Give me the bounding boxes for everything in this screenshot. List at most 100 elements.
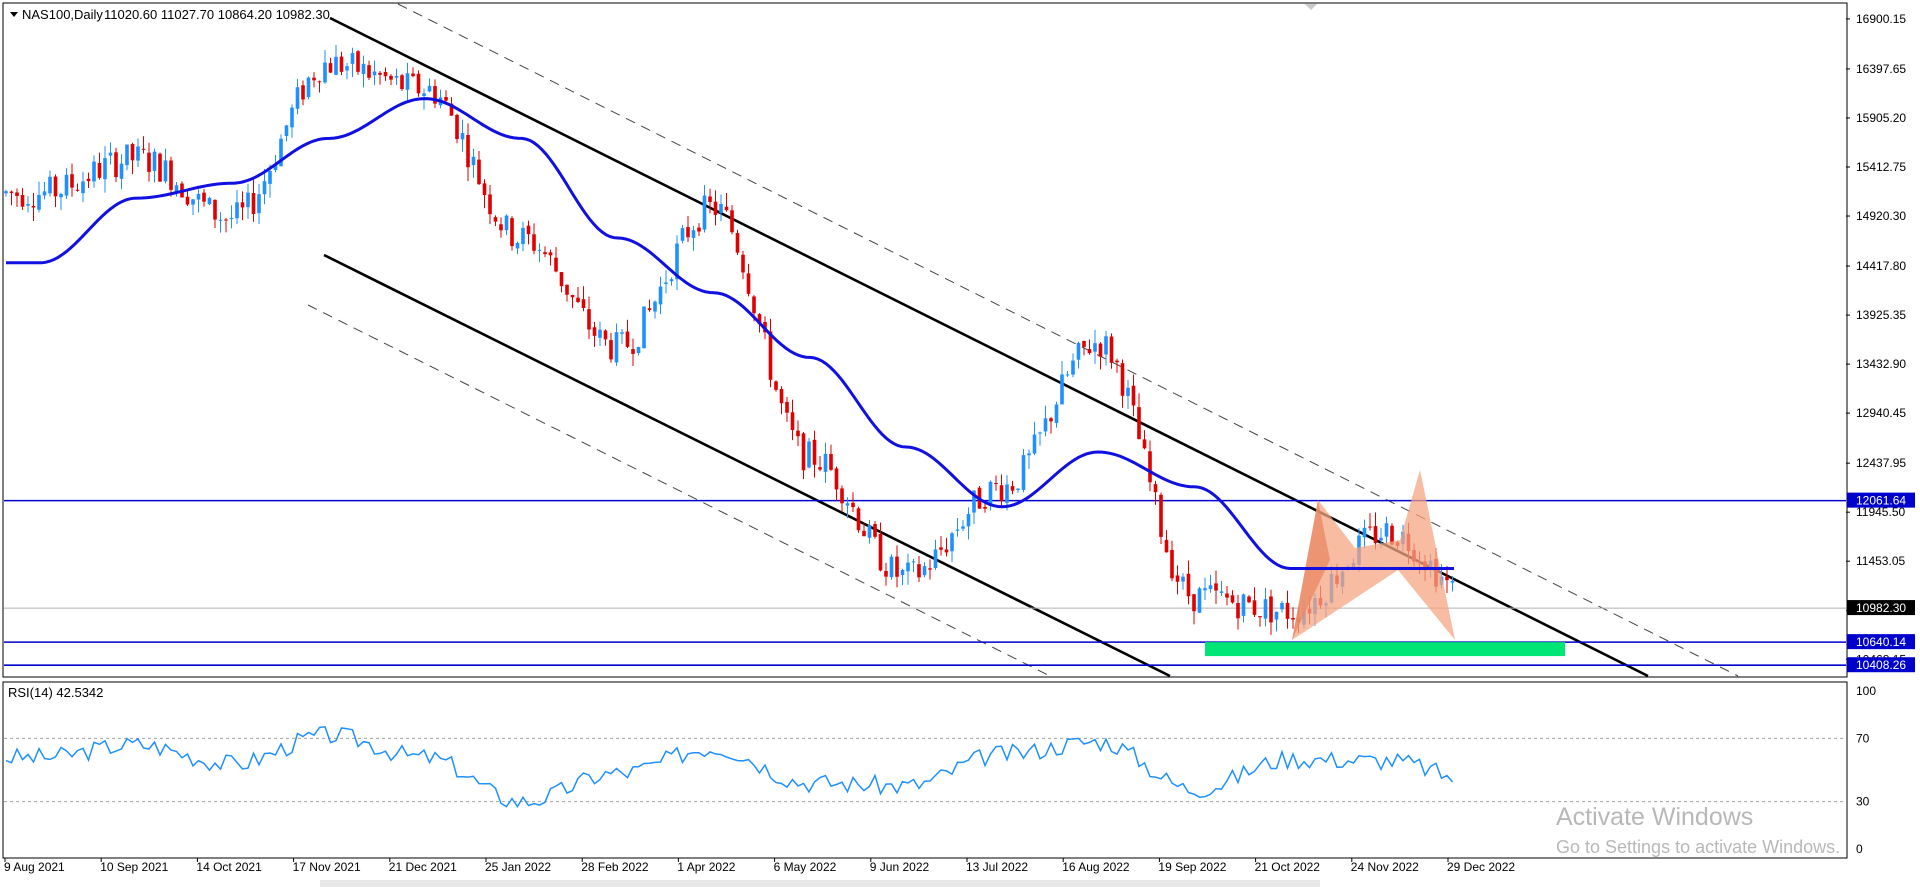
candle-body [796, 430, 800, 437]
main-panel-frame [2, 2, 1848, 678]
candle-body [625, 331, 630, 347]
candle-body [229, 218, 234, 220]
rsi-label: RSI(14) 42.5342 [8, 685, 103, 700]
candle-body [603, 330, 608, 340]
candle-body [251, 192, 256, 214]
candle-body [262, 181, 267, 195]
support-zone-rect[interactable] [1205, 642, 1565, 657]
candle-body [191, 199, 195, 205]
candle-body [653, 301, 657, 312]
candle-body [576, 297, 580, 303]
candle-body [1076, 342, 1081, 360]
candle-body [64, 174, 69, 196]
candle-body [702, 195, 707, 230]
candle-body [477, 159, 481, 185]
candle-body [103, 158, 107, 180]
candle-body [136, 146, 140, 161]
candle-body [306, 77, 311, 98]
candle-body [97, 163, 102, 178]
candle-body [70, 174, 74, 188]
channel-lower-line[interactable] [323, 253, 1171, 678]
candle-body [966, 513, 971, 527]
candle-body [1082, 340, 1086, 347]
candle-body [86, 178, 91, 182]
candle-body [554, 257, 558, 272]
candle-body [950, 533, 954, 552]
moving-average-line [6, 97, 1454, 570]
candle-body [559, 272, 564, 287]
candle-body [1280, 602, 1284, 610]
candle-body [983, 506, 987, 509]
horizontal-scrollbar[interactable] [320, 880, 1320, 887]
candle-body [911, 561, 916, 563]
candle-body [1285, 602, 1290, 619]
support-zone-layer[interactable] [1205, 642, 1565, 657]
scroll-marker-icon[interactable] [1305, 4, 1317, 10]
channel-outer-upper-line[interactable] [397, 3, 1739, 677]
x-tick-label: 10 Sep 2021 [100, 860, 168, 874]
candle-body [1252, 600, 1257, 615]
candle-body [246, 192, 250, 208]
candle-body [1115, 360, 1119, 363]
pattern-triangle-bcd[interactable] [1355, 470, 1455, 640]
rsi-tick-label: 0 [1856, 842, 1863, 856]
candle-body [1120, 363, 1125, 396]
candle-body [598, 329, 602, 338]
candle-body [774, 381, 778, 390]
channel-outer-lower-line[interactable] [307, 304, 1051, 677]
rsi-layer [4, 725, 1846, 808]
y-tick-label: 16397.65 [1856, 62, 1906, 76]
candle-body [268, 171, 272, 184]
candle-body [708, 196, 712, 203]
candle-body [295, 87, 300, 109]
rsi-tick-label: 70 [1856, 731, 1870, 745]
price-level-lines[interactable] [4, 499, 1846, 667]
candle-body [1104, 336, 1108, 355]
candle-body [1005, 484, 1009, 503]
candle-body [658, 286, 663, 305]
candle-body [4, 191, 8, 194]
x-tick-label: 1 Apr 2022 [677, 860, 735, 874]
y-tick-label: 15905.20 [1856, 111, 1906, 125]
candle-body [592, 327, 597, 336]
candle-body [1098, 343, 1103, 357]
candle-body [130, 144, 135, 161]
candle-body [867, 524, 872, 538]
candle-body [1131, 385, 1136, 406]
candle-body [1038, 432, 1042, 434]
watermark-title: Activate Windows [1556, 803, 1754, 831]
candle-body [735, 233, 740, 253]
candle-body [1126, 387, 1130, 396]
candle-body [356, 51, 360, 72]
candle-body [372, 71, 377, 76]
x-tick-label: 19 Sep 2022 [1158, 860, 1226, 874]
candle-body [895, 556, 899, 577]
x-tick-label: 25 Jan 2022 [485, 860, 551, 874]
candle-body [823, 453, 828, 472]
candle-body [328, 63, 333, 73]
x-tick-label: 28 Feb 2022 [581, 860, 649, 874]
candle-body [961, 526, 965, 529]
candle-body [92, 161, 96, 182]
candle-body [537, 249, 542, 251]
candle-body [1219, 591, 1224, 593]
candle-body [999, 485, 1004, 502]
candle-body [1159, 494, 1163, 537]
candle-body [812, 439, 817, 465]
y-tick-label: 14417.80 [1856, 259, 1906, 273]
candle-body [669, 279, 674, 282]
candle-body [834, 468, 839, 490]
candle-body [851, 502, 855, 508]
candle-body [917, 564, 921, 578]
candle-body [532, 234, 536, 251]
time-axis[interactable]: 9 Aug 2021 10 Sep 2021 14 Oct 2021 17 Nov 2… [4, 858, 1515, 887]
price-level-tag-bg [1847, 492, 1915, 508]
price-level-tag-label: 10982.30 [1856, 601, 1906, 615]
candle-body [988, 481, 993, 507]
candle-body [59, 193, 63, 198]
candle-body [1274, 611, 1279, 620]
candle-body [1203, 588, 1207, 591]
candle-body [394, 75, 399, 78]
